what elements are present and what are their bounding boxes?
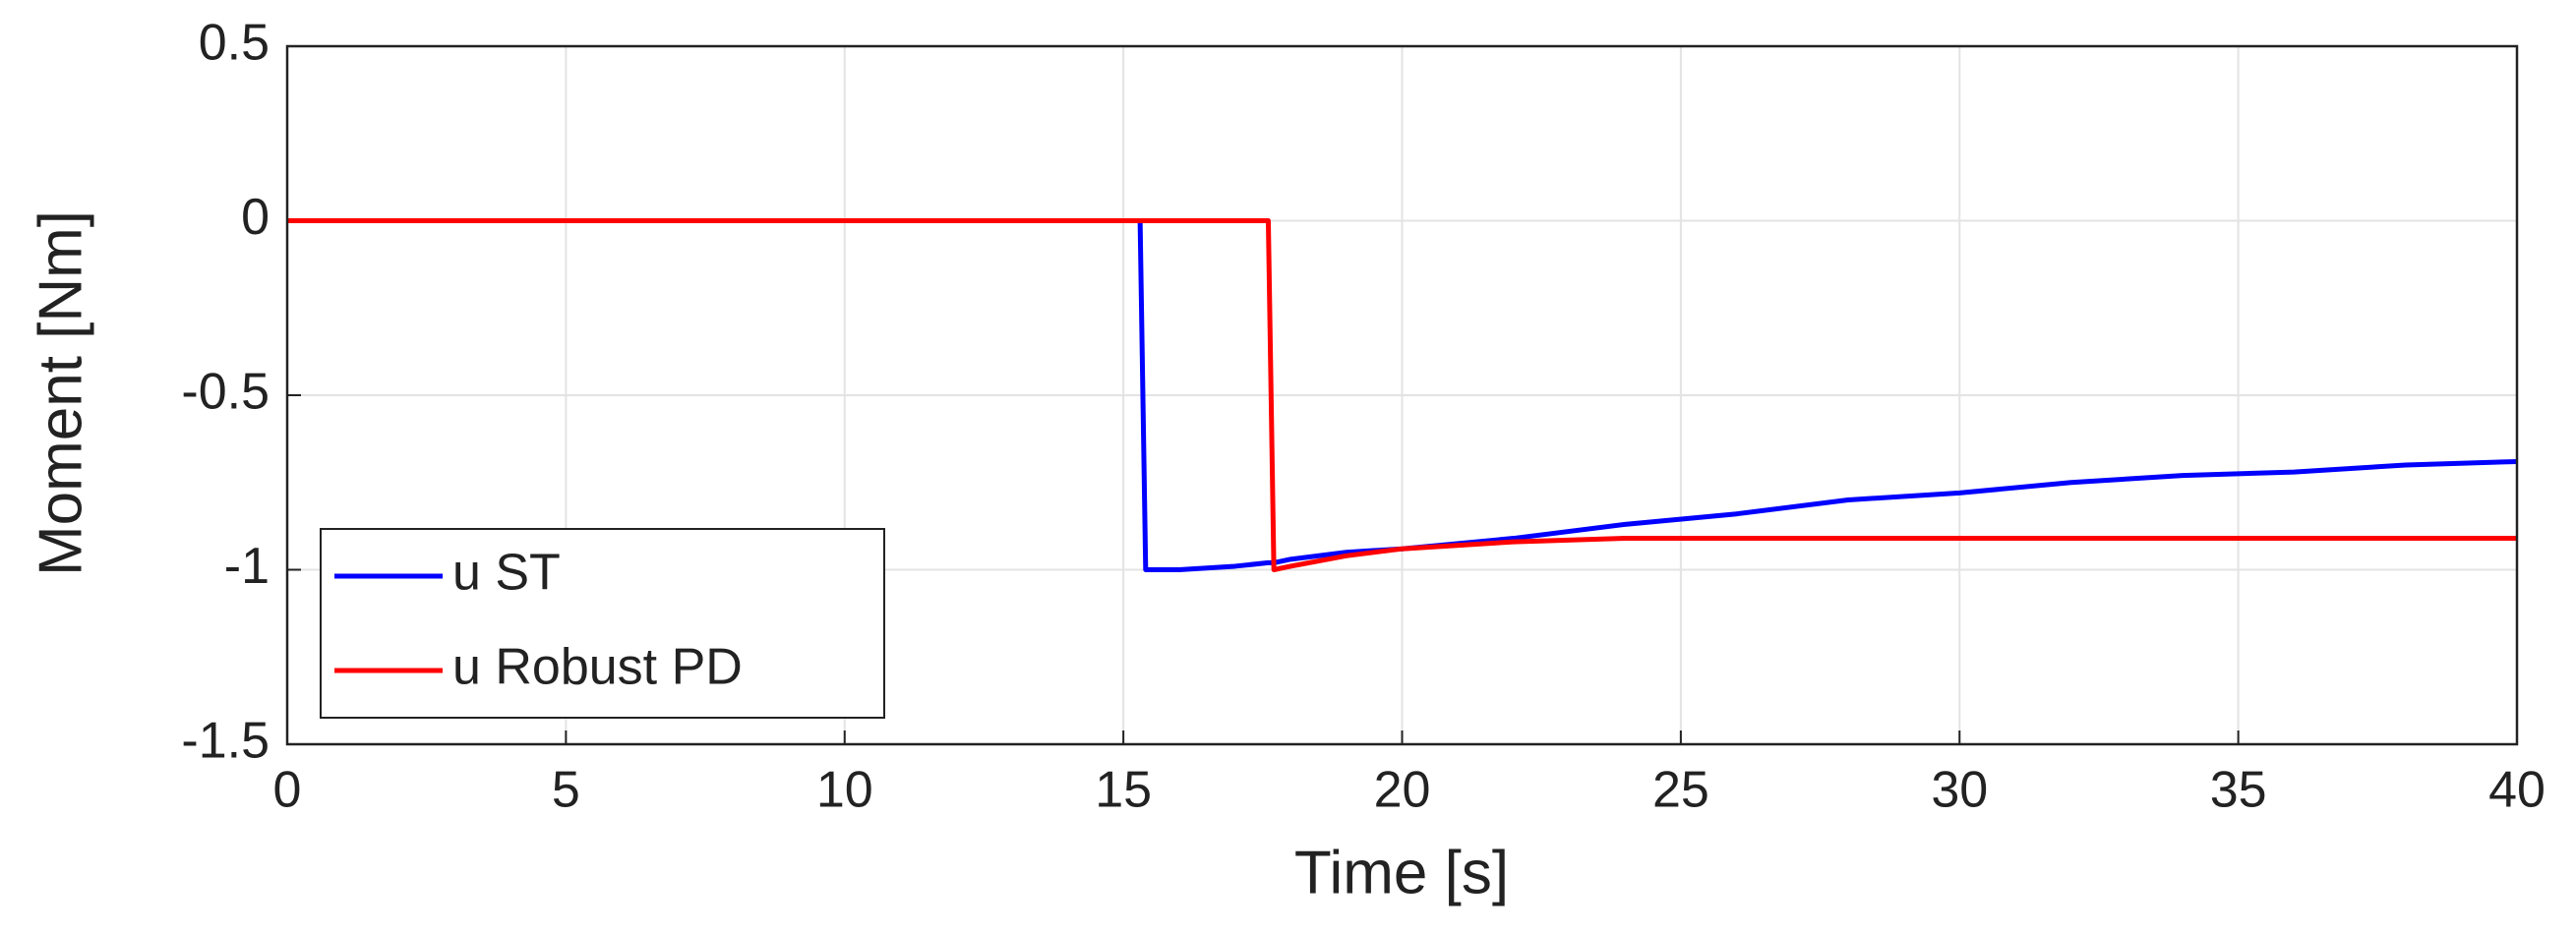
x-tick-label: 30 [1931, 762, 1988, 819]
x-tick-label: 20 [1374, 762, 1431, 819]
y-tick-label: -1 [224, 538, 270, 595]
y-tick-label: -1.5 [181, 713, 270, 770]
y-tick-label: 0 [241, 189, 270, 246]
y-axis-label: Moment [Nm] [27, 210, 94, 576]
series-line [287, 218, 2517, 572]
x-tick-label: 35 [2210, 762, 2267, 819]
x-tick-label: 40 [2488, 762, 2546, 819]
y-tick-label: 0.5 [199, 15, 270, 72]
plot-frame [285, 44, 2519, 746]
x-axis-label: Time [s] [1294, 839, 1509, 906]
x-tick-label: 5 [552, 762, 580, 819]
legend-label: u ST [452, 545, 561, 602]
x-tick-label: 15 [1095, 762, 1152, 819]
x-tick-label: 10 [816, 762, 873, 819]
y-tick-label: -0.5 [181, 364, 270, 421]
x-tick-label: 25 [1652, 762, 1709, 819]
legend-box [320, 528, 885, 719]
legend-label: u Robust PD [452, 639, 743, 696]
x-tick-label: 0 [273, 762, 302, 819]
